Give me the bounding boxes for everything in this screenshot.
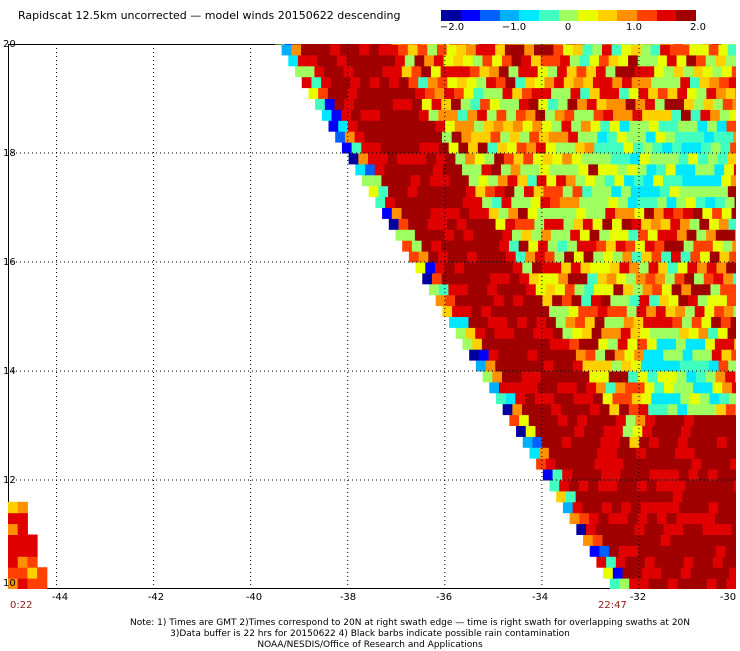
lon-label-40: -40 <box>246 592 262 603</box>
colorbar-label-zero: 0 <box>565 22 571 33</box>
colorbar-segment <box>441 10 461 21</box>
lat-label-20: 20 <box>3 39 16 50</box>
colorbar-label-neg1: −1.0 <box>502 22 526 33</box>
colorbar-segment <box>617 10 637 21</box>
note-line-2: 3)Data buffer is 22 hrs for 20150622 4) … <box>0 629 740 640</box>
notes: Note: 1) Times are GMT 2)Times correspon… <box>0 618 740 651</box>
colorbar-segment <box>559 10 579 21</box>
colorbar-segment <box>461 10 481 21</box>
lon-label-42: -42 <box>148 592 164 603</box>
lat-label-14: 14 <box>3 366 16 377</box>
lat-label-12: 12 <box>3 475 16 486</box>
colorbar-segment <box>657 10 677 21</box>
note-line-3: NOAA/NESDIS/Office of Research and Appli… <box>0 640 740 651</box>
colorbar-segment <box>598 10 618 21</box>
lon-label-44: -44 <box>52 592 68 603</box>
colorbar-segment <box>500 10 520 21</box>
lon-label-32: -32 <box>630 592 646 603</box>
lat-label-10: 10 <box>3 578 16 589</box>
colorbar <box>441 10 696 21</box>
time-left: 0:22 <box>10 600 32 611</box>
wind-difference-map <box>8 44 736 589</box>
lon-label-36: -36 <box>436 592 452 603</box>
time-right: 22:47 <box>598 600 627 611</box>
lon-label-38: -38 <box>340 592 356 603</box>
colorbar-segment <box>578 10 598 21</box>
map-title: Rapidscat 12.5km uncorrected — model win… <box>18 9 401 22</box>
lon-label-34: -34 <box>532 592 548 603</box>
lat-label-16: 16 <box>3 257 16 268</box>
colorbar-label-max: 2.0 <box>690 22 706 33</box>
colorbar-label-min: −2.0 <box>440 22 464 33</box>
colorbar-segment <box>676 10 696 21</box>
lon-label-30: -30 <box>720 592 736 603</box>
colorbar-segment <box>637 10 657 21</box>
colorbar-segment <box>519 10 539 21</box>
note-line-1: Note: 1) Times are GMT 2)Times correspon… <box>0 618 740 629</box>
colorbar-segment <box>539 10 559 21</box>
colorbar-segment <box>480 10 500 21</box>
colorbar-label-pos1: 1.0 <box>626 22 642 33</box>
lat-label-18: 18 <box>3 148 16 159</box>
